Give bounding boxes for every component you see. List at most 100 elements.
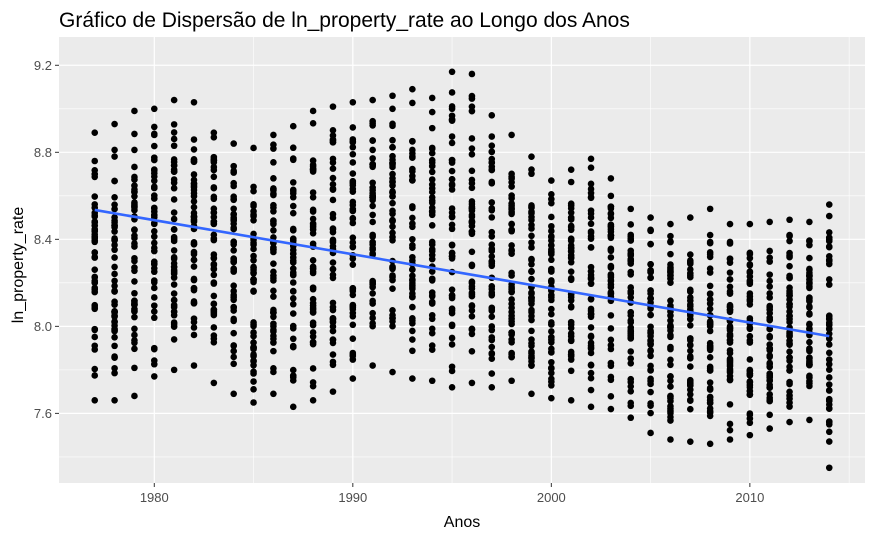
- data-point: [190, 136, 198, 143]
- data-point: [428, 289, 436, 296]
- data-point: [508, 210, 515, 218]
- data-point: [766, 271, 774, 278]
- data-point: [825, 374, 833, 381]
- data-point: [250, 201, 257, 208]
- data-point: [270, 131, 277, 139]
- data-point: [270, 320, 277, 328]
- data-point: [409, 165, 416, 173]
- data-point: [131, 163, 138, 171]
- data-point: [309, 329, 317, 336]
- data-point: [687, 405, 694, 413]
- data-point: [567, 214, 575, 221]
- data-point: [369, 362, 376, 369]
- data-point: [131, 267, 138, 275]
- data-point: [389, 189, 396, 196]
- data-point: [746, 268, 754, 275]
- data-point: [786, 380, 793, 388]
- data-point: [428, 188, 436, 196]
- data-point: [508, 288, 515, 296]
- data-point: [766, 359, 774, 367]
- data-point: [766, 316, 774, 323]
- data-point: [468, 302, 476, 309]
- data-point: [687, 286, 694, 294]
- data-point: [329, 214, 337, 222]
- data-point: [786, 284, 793, 291]
- data-point: [448, 133, 456, 140]
- data-point: [726, 238, 734, 246]
- data-point: [170, 237, 178, 245]
- data-point: [230, 140, 237, 147]
- data-point: [170, 179, 178, 187]
- data-point: [170, 168, 178, 175]
- data-point: [210, 235, 218, 242]
- data-point: [428, 222, 436, 229]
- data-point: [627, 294, 635, 301]
- data-point: [111, 282, 118, 290]
- data-point: [111, 318, 118, 326]
- data-point: [448, 291, 456, 299]
- data-point: [587, 374, 595, 382]
- data-point: [309, 309, 317, 316]
- data-point: [349, 243, 357, 250]
- data-point: [230, 282, 237, 290]
- data-point: [91, 301, 99, 309]
- data-point: [806, 218, 813, 226]
- data-point: [587, 275, 595, 283]
- data-point: [428, 251, 436, 259]
- data-point: [309, 338, 317, 346]
- data-point: [548, 369, 555, 377]
- data-point: [488, 247, 496, 255]
- data-point: [746, 356, 754, 363]
- data-point: [726, 276, 734, 283]
- data-point: [548, 310, 555, 318]
- data-point: [786, 216, 793, 224]
- data-point: [786, 301, 793, 308]
- data-point: [210, 335, 218, 343]
- data-point: [329, 274, 337, 282]
- data-point: [150, 130, 158, 138]
- data-point: [409, 253, 416, 261]
- data-point: [468, 313, 476, 320]
- data-point: [667, 393, 674, 400]
- data-point: [91, 273, 99, 281]
- data-point: [170, 96, 178, 104]
- data-point: [766, 425, 774, 432]
- data-point: [428, 245, 436, 253]
- data-point: [170, 274, 178, 281]
- data-point: [548, 213, 555, 221]
- data-point: [428, 124, 436, 132]
- data-point: [170, 215, 178, 223]
- data-point: [627, 289, 635, 297]
- data-point: [270, 141, 277, 148]
- data-point: [647, 266, 654, 274]
- data-point: [806, 360, 813, 368]
- data-point: [150, 308, 158, 315]
- data-point: [627, 258, 635, 265]
- data-point: [409, 327, 416, 335]
- data-point: [587, 403, 595, 411]
- data-point: [428, 168, 436, 176]
- data-point: [448, 103, 456, 110]
- data-point: [687, 363, 694, 370]
- data-point: [825, 237, 833, 245]
- data-point: [210, 155, 218, 163]
- data-point: [567, 258, 575, 266]
- data-point: [289, 155, 297, 162]
- data-point: [627, 284, 635, 291]
- data-point: [250, 288, 257, 295]
- data-point: [289, 322, 297, 330]
- data-point: [389, 182, 396, 189]
- data-point: [250, 343, 257, 351]
- data-point: [131, 278, 138, 285]
- data-point: [706, 399, 714, 407]
- data-point: [111, 298, 118, 306]
- data-point: [528, 327, 535, 335]
- data-point: [448, 176, 456, 183]
- data-point: [170, 301, 178, 309]
- data-point: [746, 325, 754, 333]
- data-point: [548, 266, 555, 274]
- data-point: [289, 144, 297, 152]
- data-point: [607, 336, 615, 344]
- y-tick-label: 8.8: [34, 145, 52, 160]
- data-point: [448, 309, 456, 317]
